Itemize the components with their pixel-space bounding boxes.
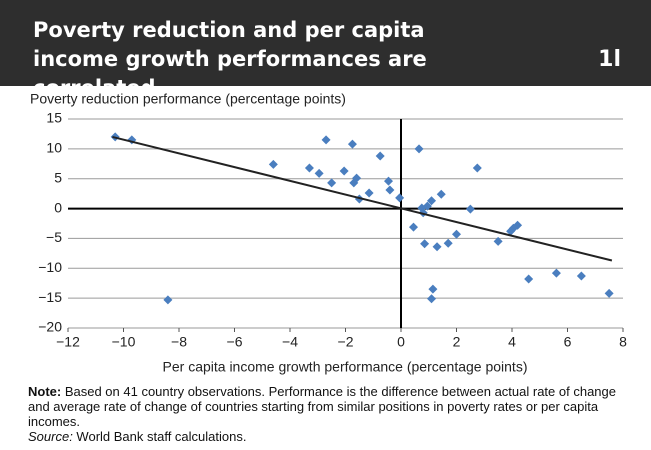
source-text: World Bank staff calculations.: [72, 429, 247, 444]
point: [551, 268, 561, 278]
point: [493, 236, 503, 246]
point: [427, 196, 437, 206]
y-tick-label: −20: [38, 319, 62, 335]
y-tick-label: 10: [46, 140, 62, 156]
point: [524, 274, 534, 284]
point: [436, 189, 446, 199]
x-tick-label: −10: [112, 334, 136, 350]
x-tick-label: 0: [397, 334, 405, 350]
x-tick-label: 2: [453, 334, 461, 350]
source-label: Source:: [28, 429, 73, 444]
note-text: Based on 41 country observations. Perfor…: [28, 384, 616, 429]
y-tick-label: −15: [38, 289, 62, 305]
x-tick-label: −2: [338, 334, 354, 350]
point: [472, 163, 482, 173]
point: [452, 229, 461, 239]
point: [385, 185, 395, 195]
point: [428, 284, 438, 294]
point: [432, 242, 442, 252]
x-tick-label: 4: [508, 334, 516, 350]
point: [384, 176, 394, 186]
point: [604, 288, 614, 298]
point: [304, 163, 314, 173]
x-tick-label: −6: [227, 334, 243, 350]
point: [352, 173, 362, 183]
point: [375, 151, 385, 161]
point: [347, 139, 357, 149]
header: Poverty reduction and per capita income …: [0, 0, 651, 100]
y-tick-label: −5: [46, 229, 62, 245]
point: [422, 201, 432, 211]
point: [576, 271, 586, 281]
point: [465, 204, 475, 214]
y-tick-label: −10: [38, 259, 62, 275]
y-tick-label: 15: [46, 110, 62, 126]
panel-label: 1l: [598, 47, 621, 72]
point: [314, 168, 324, 178]
y-tick-label: 0: [54, 199, 62, 215]
trend-line: [112, 135, 613, 262]
note-label: Note:: [28, 384, 62, 399]
point: [327, 178, 337, 188]
point: [418, 208, 428, 218]
x-tick-label: 6: [564, 334, 572, 350]
x-tick-label: −12: [56, 334, 80, 350]
point: [321, 135, 331, 145]
x-tick-label: −8: [171, 334, 187, 350]
point: [414, 144, 424, 154]
y-tick-label: 5: [54, 169, 62, 185]
point: [513, 220, 523, 230]
point: [443, 238, 453, 248]
y-axis-label: Poverty reduction performance (percentag…: [30, 91, 346, 107]
point: [427, 294, 437, 304]
point: [163, 295, 173, 305]
note: Note: Based on 41 country observations. …: [28, 384, 638, 444]
point: [395, 193, 405, 203]
point: [408, 222, 418, 232]
point: [364, 188, 374, 198]
x-axis-label: Per capita income growth performance (pe…: [163, 359, 528, 375]
point: [339, 166, 349, 176]
x-tick-label: 8: [619, 334, 627, 350]
point: [268, 159, 278, 169]
chart-title: Poverty reduction and per capita income …: [33, 18, 427, 100]
point: [420, 239, 430, 249]
x-tick-label: −4: [282, 334, 298, 350]
chart: Poverty reduction performance (percentag…: [30, 91, 627, 375]
